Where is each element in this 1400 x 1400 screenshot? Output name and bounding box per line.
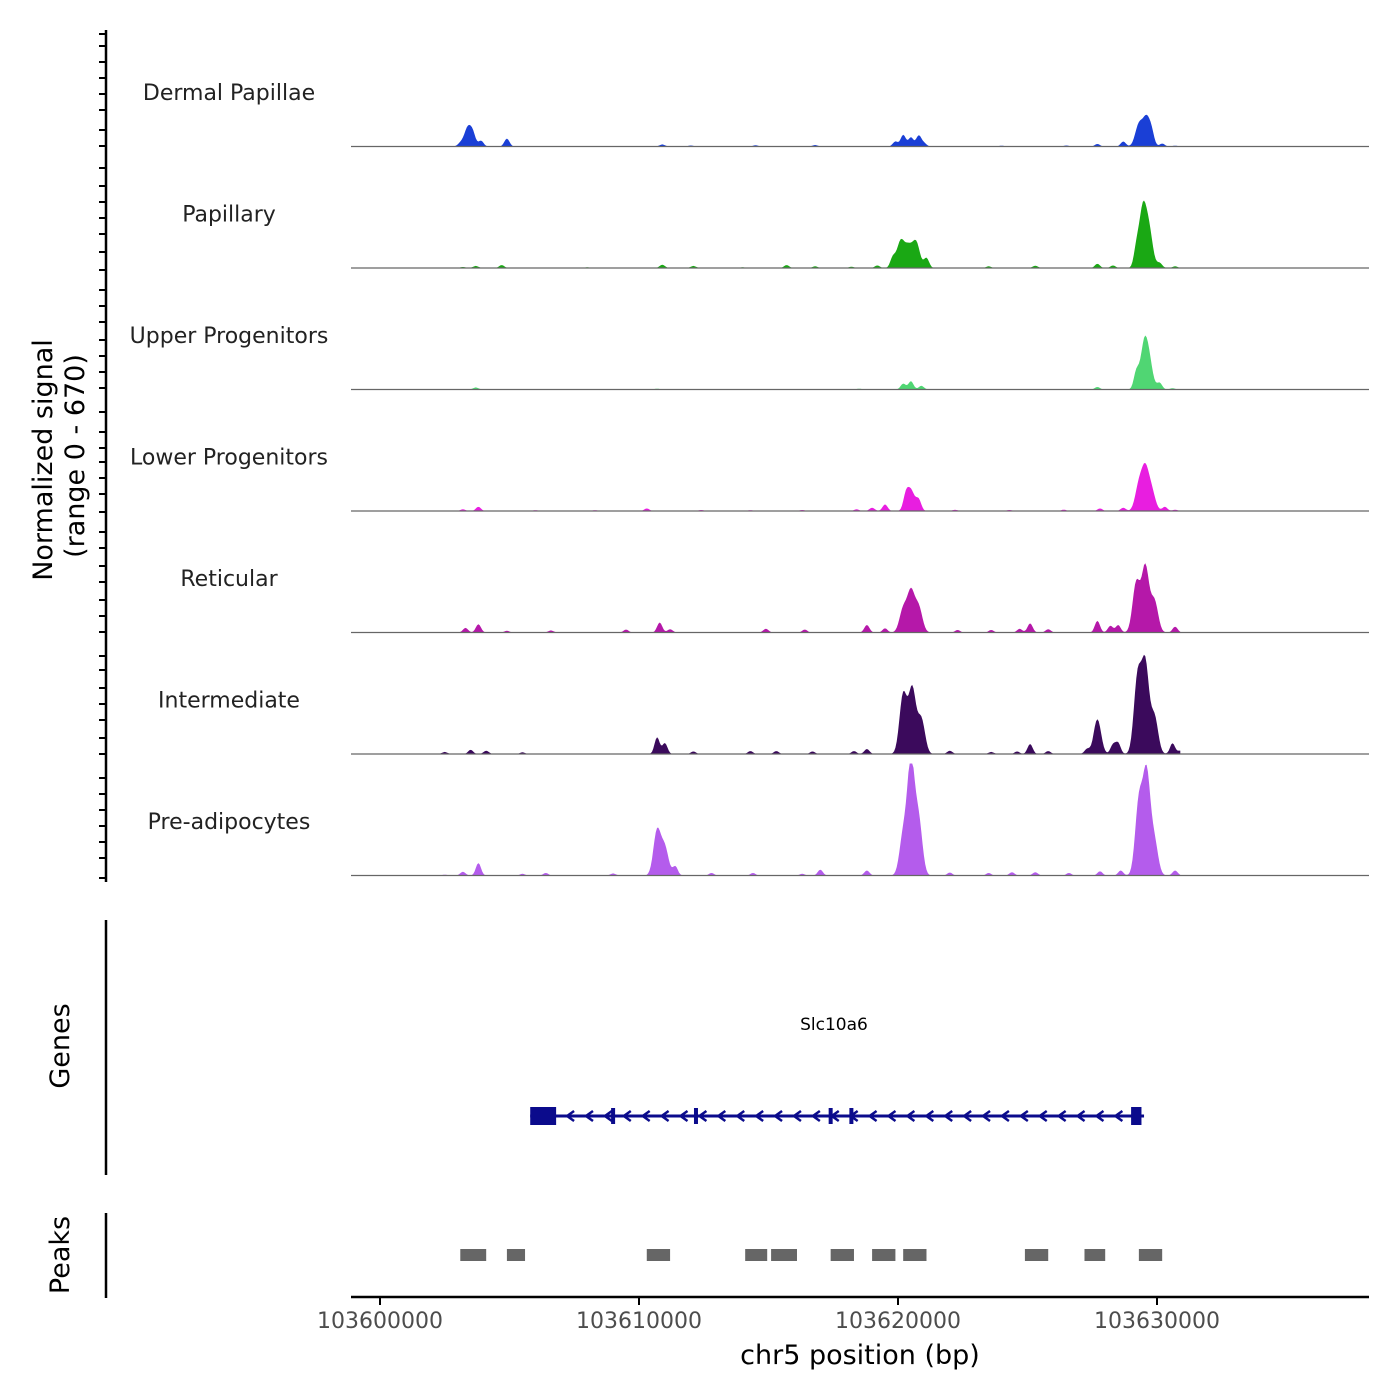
signal-area: [367, 114, 1181, 147]
peak-region: [460, 1249, 487, 1261]
strand-arrow: [829, 1109, 840, 1123]
track-label: Papillary: [182, 203, 276, 228]
peak-region: [903, 1249, 927, 1261]
strand-arrow: [999, 1109, 1010, 1123]
gene-utr-block: [530, 1107, 557, 1125]
x-axis-label: chr5 position (bp): [740, 1340, 980, 1371]
gene-name-label: Slc10a6: [800, 1015, 868, 1035]
gene-exon: [611, 1108, 616, 1124]
strand-arrow: [564, 1109, 575, 1123]
x-tick-label: 103610000: [576, 1309, 702, 1334]
peak-region: [506, 1249, 526, 1261]
track-4: Reticular: [180, 563, 1369, 634]
signal-tracks: Dermal Papillae Papillary Upper Progenitor…: [130, 81, 1369, 877]
track-2: Upper Progenitors: [130, 324, 1369, 391]
strand-arrow: [1018, 1109, 1029, 1123]
signal-area: [367, 763, 1181, 876]
track-label: Pre-adipocytes: [148, 810, 311, 835]
peak-region: [1084, 1249, 1106, 1261]
signal-area: [367, 654, 1181, 754]
peak-region: [872, 1249, 896, 1261]
peak-region: [1024, 1249, 1049, 1261]
strand-arrow: [961, 1109, 972, 1123]
track-6: Pre-adipocytes: [148, 763, 1369, 877]
x-tick-label: 103620000: [835, 1309, 961, 1334]
strand-arrow: [1037, 1109, 1048, 1123]
signal-y-label-line1: Normalized signal: [28, 339, 59, 581]
track-1: Papillary: [182, 200, 1369, 269]
signal-area: [367, 200, 1181, 268]
strand-arrow: [583, 1109, 594, 1123]
peak-region: [646, 1249, 671, 1261]
signal-area: [367, 335, 1181, 390]
x-tick-label: 103630000: [1094, 1309, 1220, 1334]
strand-arrow: [1094, 1109, 1105, 1123]
signal-y-label-line2: (range 0 - 670): [60, 354, 91, 558]
strand-arrow: [1056, 1109, 1067, 1123]
strand-arrow: [678, 1109, 689, 1123]
strand-arrow: [886, 1109, 897, 1123]
track-0: Dermal Papillae: [143, 81, 1369, 148]
strand-arrow: [659, 1109, 670, 1123]
strand-arrow: [697, 1109, 708, 1123]
strand-arrow: [943, 1109, 953, 1123]
signal-y-ticks: [99, 33, 106, 879]
track-label: Intermediate: [158, 689, 300, 714]
strand-arrow: [867, 1109, 878, 1123]
strand-arrow: [772, 1109, 783, 1123]
gene-utr-block: [1131, 1107, 1142, 1125]
track-label: Reticular: [180, 567, 278, 592]
peak-region: [1138, 1249, 1163, 1261]
peak-region: [830, 1249, 854, 1261]
strand-arrow: [640, 1109, 651, 1123]
gene-exon: [693, 1108, 698, 1124]
strand-arrow: [1075, 1109, 1086, 1123]
axes-layer: [104, 30, 1369, 1299]
x-tick-label: 103600000: [317, 1309, 443, 1334]
signal-area: [367, 563, 1181, 633]
strand-arrow: [716, 1109, 727, 1123]
track-5: Intermediate: [158, 654, 1369, 755]
strand-arrow: [848, 1109, 859, 1123]
genes-y-label: Genes: [45, 1003, 76, 1088]
track-label: Lower Progenitors: [130, 446, 328, 471]
gene-track: [530, 1107, 1145, 1125]
signal-area: [367, 463, 1181, 511]
strand-arrow: [924, 1109, 935, 1123]
x-axis-ticks: 103600000 103610000 103620000 103630000: [317, 1297, 1220, 1334]
strand-arrow: [602, 1109, 613, 1123]
peak-region: [771, 1249, 797, 1261]
strand-arrow: [980, 1109, 991, 1123]
strand-arrow: [621, 1109, 632, 1123]
track-3: Lower Progenitors: [130, 446, 1369, 512]
strand-arrow: [1113, 1109, 1124, 1123]
strand-arrow: [791, 1109, 802, 1123]
strand-arrow: [810, 1109, 821, 1123]
peaks-track: [460, 1249, 1163, 1261]
strand-arrow: [735, 1109, 745, 1123]
peak-region: [745, 1249, 768, 1261]
track-label: Dermal Papillae: [143, 81, 315, 106]
peaks-y-label: Peaks: [45, 1216, 76, 1294]
track-label: Upper Progenitors: [130, 324, 329, 349]
strand-arrow: [905, 1109, 916, 1123]
strand-arrow: [753, 1109, 764, 1123]
